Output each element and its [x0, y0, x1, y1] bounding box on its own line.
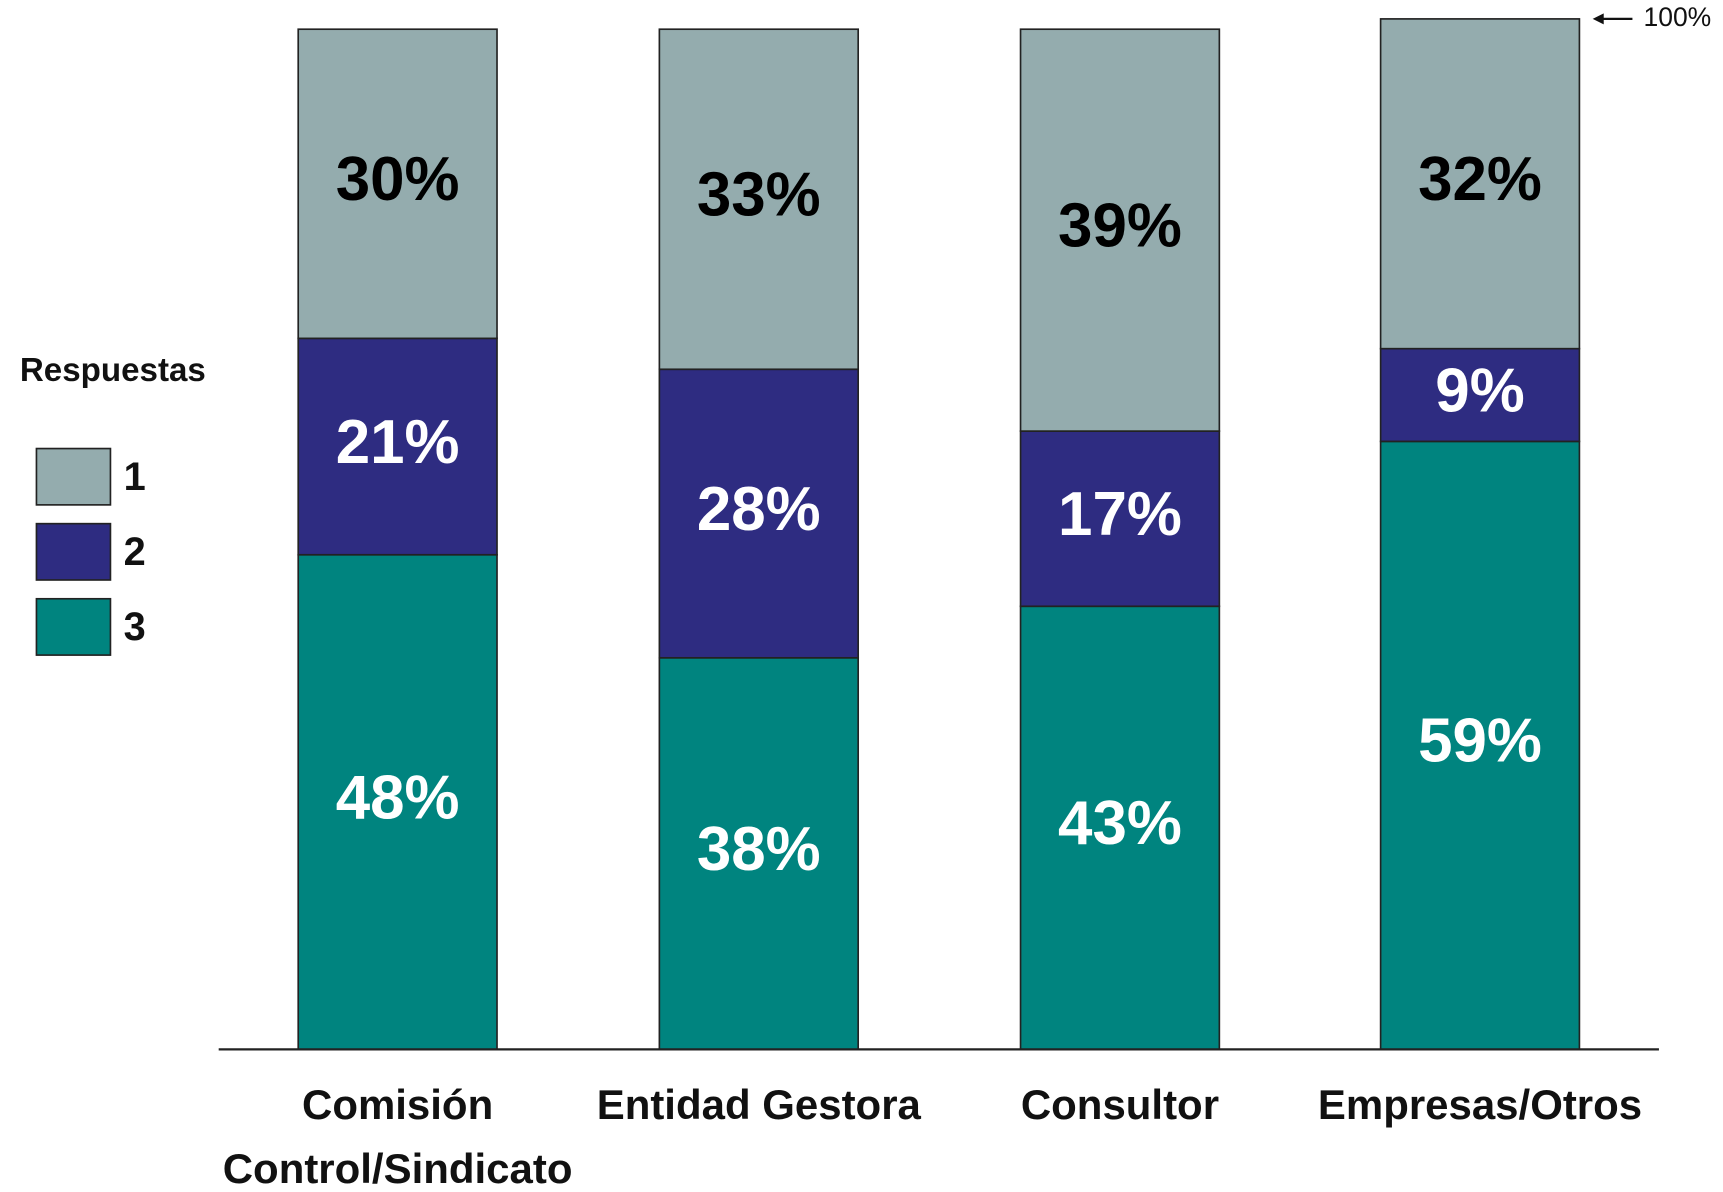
bar-segment — [658, 656, 860, 1051]
legend-label: 2 — [124, 530, 146, 574]
x-label-box: Empresas/Otros — [1317, 1082, 1643, 1129]
bar-segment — [1019, 28, 1221, 432]
legend-label: 1 — [124, 455, 146, 499]
bar-segment — [1379, 347, 1581, 443]
data-label: 39% — [1058, 191, 1182, 260]
x-tick-label: Empresas/Otros — [1317, 1082, 1643, 1129]
data-label: 9% — [1435, 356, 1524, 425]
data-label: 38% — [697, 815, 821, 884]
bar-segment — [658, 28, 860, 371]
bar-segment — [1379, 440, 1581, 1051]
data-label: 48% — [336, 763, 460, 832]
x-label-box: Comisión Control/Sindicato — [222, 1082, 573, 1192]
x-tick-label: Entidad Gestora — [596, 1082, 921, 1129]
data-label: 32% — [1418, 145, 1542, 214]
data-label: 43% — [1058, 789, 1182, 858]
bar-segment — [1379, 18, 1581, 350]
data-label: 28% — [697, 475, 821, 544]
x-label-box: Entidad Gestora — [596, 1082, 921, 1129]
x-tick-label: Consultor — [1020, 1082, 1220, 1129]
annotation-arrowhead — [1592, 13, 1604, 25]
legend-swatch — [35, 447, 112, 506]
data-label: 33% — [697, 161, 821, 230]
annotation: 100% — [1643, 2, 1711, 32]
legend-swatch — [35, 597, 112, 656]
bar-segment — [297, 28, 498, 340]
data-label: 17% — [1058, 480, 1182, 549]
x-tick-label: Comisión Control/Sindicato — [222, 1082, 573, 1192]
bar-segment — [297, 337, 498, 556]
data-label: 21% — [336, 408, 460, 477]
data-label: 30% — [336, 145, 460, 214]
legend-title: Respuestas — [20, 352, 206, 389]
bar-segment — [658, 368, 860, 659]
legend-label: 3 — [124, 605, 146, 649]
x-label-box: Consultor — [1020, 1082, 1220, 1129]
bar-segment — [1019, 605, 1221, 1051]
data-label: 59% — [1418, 707, 1542, 776]
bar-segment — [1019, 430, 1221, 608]
legend-swatch — [35, 522, 112, 581]
